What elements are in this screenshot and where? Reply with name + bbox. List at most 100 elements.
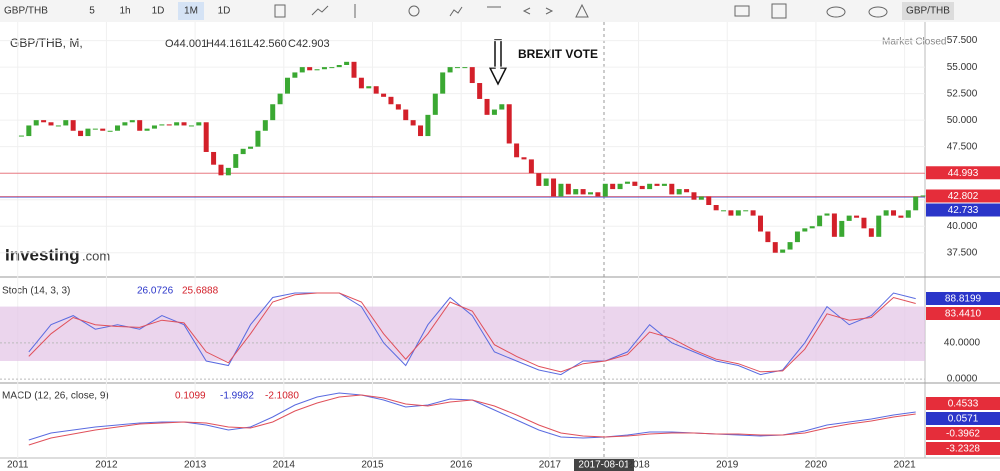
icon[interactable] — [311, 5, 329, 16]
value-box — [926, 442, 1000, 455]
interval-button[interactable]: 1h — [119, 6, 130, 17]
candle — [85, 128, 91, 137]
candle — [817, 215, 823, 227]
candle — [883, 210, 889, 216]
x-tick-label: 2019 — [716, 460, 739, 471]
interval-button[interactable]: 1M — [184, 6, 198, 17]
candle — [484, 98, 490, 115]
candle — [78, 130, 84, 137]
candle — [26, 125, 32, 137]
candle — [595, 192, 601, 197]
candle — [868, 228, 874, 237]
candle — [432, 93, 438, 115]
x-tick-label: 2014 — [273, 460, 296, 471]
value-box — [926, 412, 1000, 425]
candle — [558, 183, 564, 197]
candle — [233, 154, 239, 168]
plot-bg — [0, 22, 1000, 471]
candle — [122, 122, 128, 126]
symbol-button[interactable] — [902, 2, 954, 20]
candle — [794, 231, 800, 243]
candle — [891, 210, 897, 216]
icon[interactable] — [274, 4, 286, 18]
toolbar-icons — [274, 3, 888, 19]
icon[interactable] — [771, 3, 787, 19]
candle — [55, 125, 61, 127]
candle — [676, 189, 682, 195]
candle — [344, 61, 350, 65]
candle — [876, 215, 882, 237]
value-box-label: 44.993 — [948, 168, 979, 179]
legend-value: -1.9982 — [220, 391, 254, 402]
annotation: BREXIT VOTE — [518, 47, 598, 61]
candle — [602, 183, 608, 197]
candle — [107, 130, 113, 132]
price-title: GBP/THB, M, — [10, 36, 83, 50]
candle — [573, 189, 579, 195]
x-tick-label: 2011 — [7, 460, 29, 471]
icon[interactable] — [826, 6, 846, 18]
legend-value: 26.0726 — [137, 286, 174, 297]
icon[interactable] — [734, 5, 750, 17]
value-box-label: 42.802 — [948, 191, 979, 202]
candle — [669, 183, 675, 195]
legend-value: 25.6888 — [182, 286, 219, 297]
x-tick-label: 2013 — [184, 460, 207, 471]
candle — [809, 226, 815, 229]
icon[interactable] — [408, 5, 420, 17]
candle — [218, 164, 224, 176]
y-tick-label: 47.500 — [947, 141, 978, 152]
x-tick-label: 2017 — [539, 460, 562, 471]
candle — [565, 183, 571, 195]
icon[interactable] — [449, 6, 463, 17]
candle — [262, 120, 268, 131]
stoch-title: Stoch (14, 3, 3) — [2, 286, 70, 297]
candle — [632, 181, 638, 186]
icon[interactable] — [545, 7, 554, 15]
candle — [447, 67, 453, 73]
value-box — [926, 166, 1000, 180]
candle — [151, 125, 157, 129]
candle — [329, 67, 335, 69]
candle — [425, 114, 431, 137]
candle — [610, 183, 616, 190]
symbol-box[interactable]: GBP/THB — [4, 6, 48, 17]
candle — [735, 210, 741, 216]
x-tick-label: 2021 — [893, 460, 916, 471]
candle — [410, 120, 416, 126]
candle — [388, 96, 394, 105]
icon[interactable] — [868, 6, 888, 18]
candle — [772, 242, 778, 253]
candle — [854, 215, 860, 218]
candle — [70, 120, 76, 131]
candle — [624, 181, 630, 184]
candle — [684, 189, 690, 193]
candle — [100, 128, 106, 131]
candle — [174, 122, 180, 126]
crosshair-label: 2017-08-01 — [578, 460, 630, 471]
candle — [181, 122, 187, 126]
x-tick-label: 2016 — [450, 460, 473, 471]
candle — [588, 192, 594, 195]
right-symbol[interactable]: GBP/THB — [906, 6, 950, 17]
candle — [543, 178, 549, 186]
interval-button[interactable]: 5 — [89, 6, 95, 17]
y-tick-label: 37.500 — [947, 247, 978, 258]
macd-title: MACD (12, 26, close, 9) — [2, 391, 109, 402]
brexit-arrow — [488, 39, 508, 86]
candle — [802, 228, 808, 232]
value-box-label: -3.2328 — [946, 444, 980, 455]
interval-button[interactable]: 1D — [152, 6, 165, 17]
interval-button[interactable]: 1D — [218, 6, 231, 17]
candle — [159, 124, 165, 126]
candle — [824, 213, 830, 216]
icon[interactable] — [522, 7, 531, 15]
indicator-line — [28, 292, 916, 373]
icon[interactable] — [575, 3, 589, 18]
candle — [551, 178, 557, 197]
value-box — [926, 427, 1000, 440]
x-tick-label: 2018 — [627, 460, 650, 471]
candle — [469, 67, 475, 84]
